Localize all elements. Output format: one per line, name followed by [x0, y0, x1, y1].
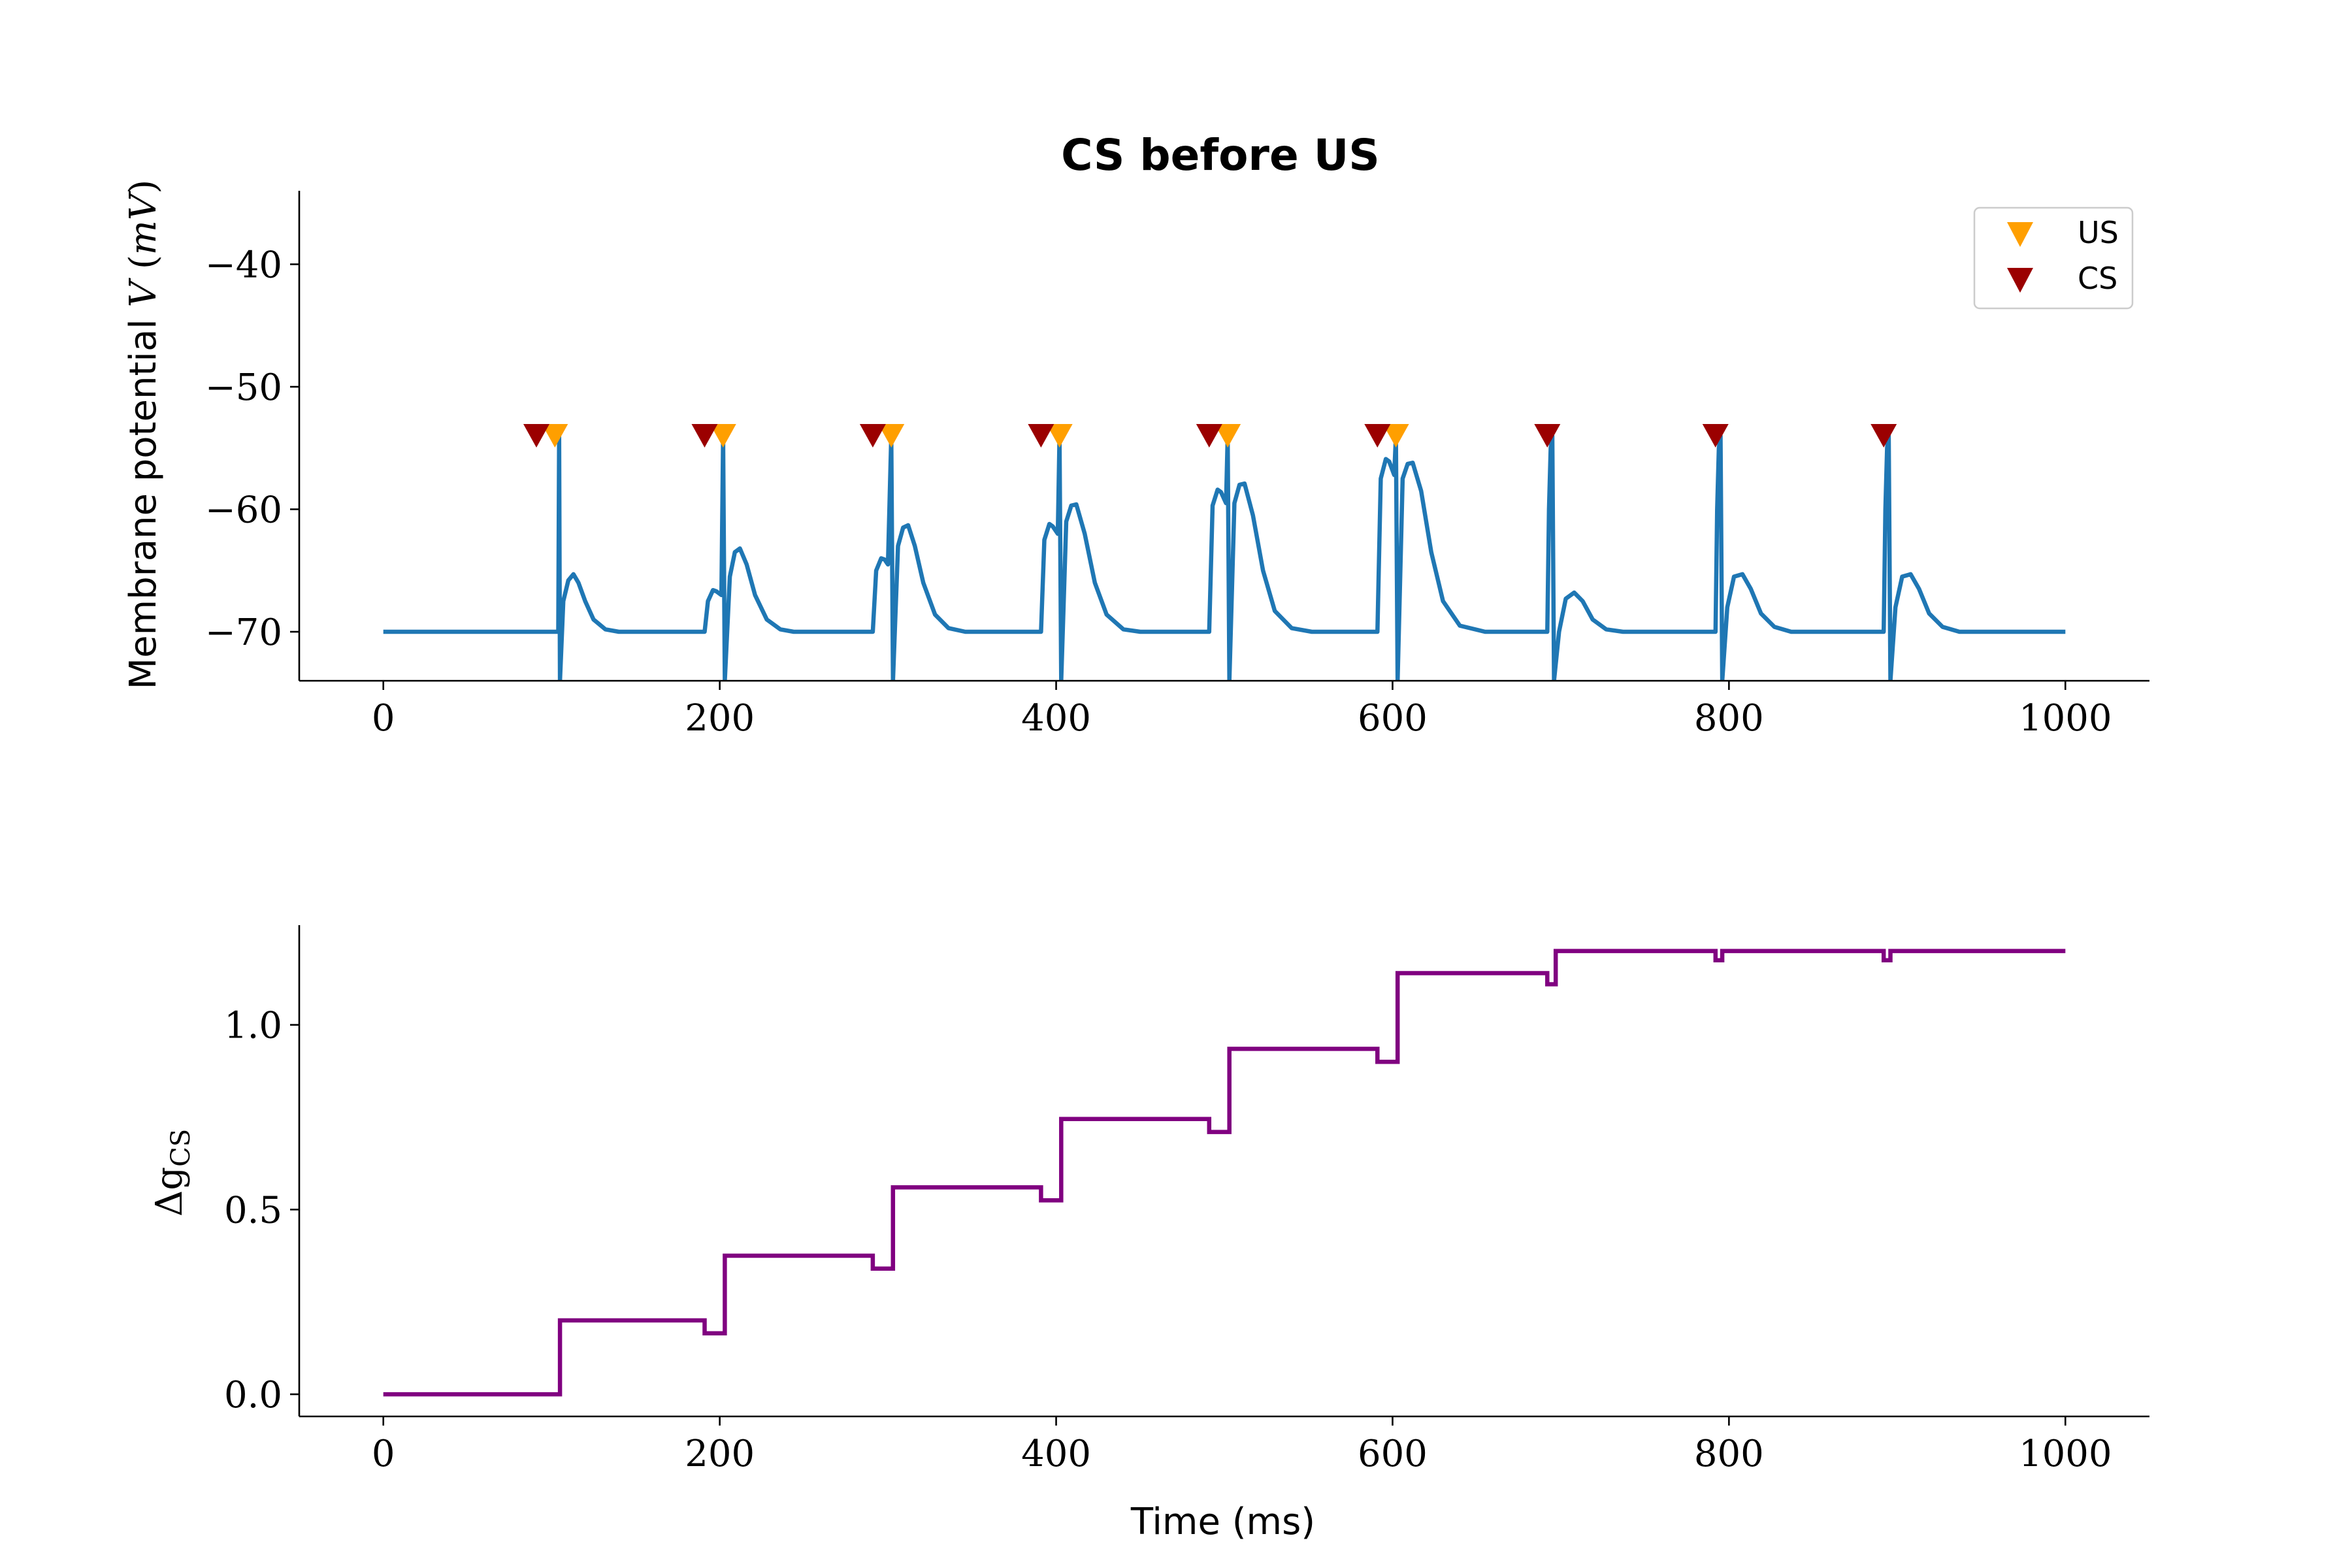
conductance-step-line	[383, 949, 2066, 1397]
cs-marker	[691, 424, 718, 448]
x-tick-label: 1000	[2019, 697, 2112, 740]
cs-marker	[1196, 424, 1222, 448]
us-marker	[1215, 424, 1241, 448]
y-axis-ticks: −70 −60 −50 −40	[205, 244, 299, 654]
cs-marker	[1534, 424, 1561, 448]
x-axis-ticks: 0 200 400 600 800 1000	[372, 1416, 2112, 1475]
chart-title: CS before US	[1061, 130, 1380, 180]
y-tick-label: −40	[205, 244, 282, 287]
legend-us-label: US	[2078, 215, 2119, 250]
us-marker	[542, 424, 568, 448]
y-tick-label: 1.0	[224, 1005, 282, 1047]
conductance-plot-area	[383, 949, 2066, 1397]
y-axis-label: ΔgCS	[148, 1129, 196, 1217]
legend-cs-marker	[2007, 268, 2033, 293]
y-tick-label: −60	[205, 489, 282, 532]
us-marker	[1382, 424, 1409, 448]
y-tick-label: 0.5	[224, 1189, 282, 1232]
cs-marker	[1870, 424, 1897, 448]
us-marker	[710, 424, 736, 448]
us-marker	[1046, 424, 1073, 448]
x-tick-label: 600	[1358, 697, 1428, 740]
x-tick-label: 200	[685, 697, 755, 740]
cs-marker	[523, 424, 550, 448]
x-tick-label: 600	[1358, 1433, 1428, 1475]
y-tick-label: −70	[205, 612, 282, 654]
legend-us-marker	[2007, 222, 2033, 247]
membrane-potential-chart: CS before US 0 200 400 600 800 1000 −70 −60 −50…	[122, 130, 2149, 740]
x-tick-label: 1000	[2019, 1433, 2112, 1475]
x-tick-label: 400	[1021, 1433, 1091, 1475]
membrane-potential-plot-area	[383, 424, 2066, 681]
y-axis-ticks: 0.0 0.5 1.0	[224, 1005, 299, 1416]
cs-marker	[1028, 424, 1054, 448]
y-axis-label: Membrane potential V (mV)	[122, 180, 165, 689]
cs-marker	[859, 424, 886, 448]
membrane-potential-line	[383, 433, 2066, 681]
x-axis-label: Time (ms)	[1130, 1501, 1315, 1543]
conductance-change-chart: 0 200 400 600 800 1000 0.0 0.5 1.0 ΔgCS Time (m…	[148, 925, 2149, 1543]
y-tick-label: 0.0	[224, 1374, 282, 1416]
x-axis-ticks: 0 200 400 600 800 1000	[372, 681, 2112, 740]
x-tick-label: 400	[1021, 697, 1091, 740]
y-tick-label: −50	[205, 367, 282, 409]
x-tick-label: 800	[1694, 697, 1764, 740]
cs-marker	[1364, 424, 1391, 448]
x-tick-label: 800	[1694, 1433, 1764, 1475]
x-tick-label: 200	[685, 1433, 755, 1475]
x-tick-label: 0	[372, 1433, 395, 1475]
x-tick-label: 0	[372, 697, 395, 740]
us-marker	[878, 424, 905, 448]
cs-marker	[1702, 424, 1729, 448]
legend: US CS	[1973, 206, 2134, 310]
legend-cs-label: CS	[2078, 261, 2117, 296]
